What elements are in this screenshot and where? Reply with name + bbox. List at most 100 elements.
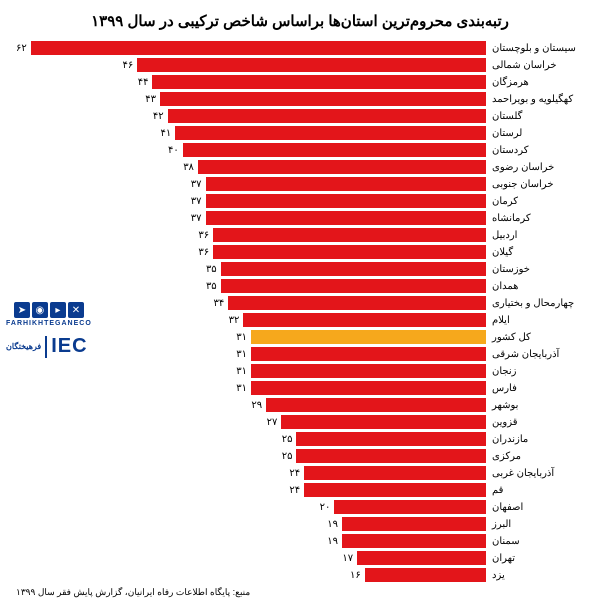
bar-row: فارس۳۱ bbox=[16, 380, 584, 396]
bar-label: کردستان bbox=[486, 145, 584, 156]
bar bbox=[213, 245, 486, 259]
bar bbox=[251, 347, 486, 361]
bar bbox=[334, 500, 486, 514]
bar-value: ۶۲ bbox=[16, 43, 31, 54]
bar-value: ۱۹ bbox=[327, 519, 342, 530]
bar-row: ایلام۳۲ bbox=[16, 312, 584, 328]
bar-cell: ۳۷ bbox=[16, 194, 486, 208]
instagram-icon: ◉ bbox=[32, 302, 48, 318]
bar-row: سیستان و بلوچستان۶۲ bbox=[16, 40, 584, 56]
bar bbox=[228, 296, 486, 310]
bar-row: مازندران۲۵ bbox=[16, 431, 584, 447]
bar-row: البرز ۱۹ bbox=[16, 516, 584, 532]
bar bbox=[221, 279, 486, 293]
bar-cell: ۱۷ bbox=[16, 551, 486, 565]
bar-row: سمنان۱۹ bbox=[16, 533, 584, 549]
bar bbox=[251, 330, 486, 344]
bar-cell: ۲۴ bbox=[16, 466, 486, 480]
bar-value: ۳۷ bbox=[191, 179, 206, 190]
bar-cell: ۱۹ bbox=[16, 517, 486, 531]
bar bbox=[304, 466, 486, 480]
bar-row: هرمزگان۴۴ bbox=[16, 74, 584, 90]
bar-row: کرمان۳۷ bbox=[16, 193, 584, 209]
bar-row: اردبیل۳۶ bbox=[16, 227, 584, 243]
bar-cell: ۳۵ bbox=[16, 262, 486, 276]
bar-value: ۲۴ bbox=[289, 468, 304, 479]
bar-cell: ۲۷ bbox=[16, 415, 486, 429]
bar-cell: ۳۸ bbox=[16, 160, 486, 174]
bar-label: خراسان جنوبی bbox=[486, 179, 584, 190]
bar bbox=[175, 126, 486, 140]
bar-value: ۴۳ bbox=[145, 94, 160, 105]
bar-label: کل کشور bbox=[486, 332, 584, 343]
bar-label: یزد bbox=[486, 570, 584, 581]
bar bbox=[168, 109, 486, 123]
bar-value: ۳۴ bbox=[214, 298, 229, 309]
social-block: ✕ ▸ ◉ ➤ FARHIKHTEGANECO bbox=[6, 302, 92, 327]
social-handle: FARHIKHTEGANECO bbox=[6, 320, 92, 327]
bar-value: ۳۷ bbox=[191, 213, 206, 224]
bar-label: زنجان bbox=[486, 366, 584, 377]
bar-label: همدان bbox=[486, 281, 584, 292]
bar-value: ۲۰ bbox=[320, 502, 335, 513]
bar bbox=[31, 41, 486, 55]
bar-row: قم۲۴ bbox=[16, 482, 584, 498]
bar-value: ۱۹ bbox=[327, 536, 342, 547]
bar bbox=[342, 517, 486, 531]
bar bbox=[251, 381, 486, 395]
bar-value: ۳۸ bbox=[183, 162, 198, 173]
bar-row: یزد ۱۶ bbox=[16, 567, 584, 583]
bar-cell: ۳۱ bbox=[16, 364, 486, 378]
bar-value: ۱۶ bbox=[350, 570, 365, 581]
bar-row: تهران ۱۷ bbox=[16, 550, 584, 566]
bar-row: گلستان۴۲ bbox=[16, 108, 584, 124]
bar-label: گیلان bbox=[486, 247, 584, 258]
bar-cell: ۲۴ bbox=[16, 483, 486, 497]
bar-label: البرز bbox=[486, 519, 584, 530]
bar bbox=[137, 58, 486, 72]
bar-cell: ۳۷ bbox=[16, 211, 486, 225]
bar-value: ۲۷ bbox=[267, 417, 282, 428]
bar-row: قزوین ۲۷ bbox=[16, 414, 584, 430]
bar bbox=[266, 398, 486, 412]
x-icon: ✕ bbox=[68, 302, 84, 318]
bar-cell: ۴۱ bbox=[16, 126, 486, 140]
bar bbox=[243, 313, 486, 327]
bar bbox=[357, 551, 486, 565]
bars-area: سیستان و بلوچستان۶۲خراسان شمالی۴۶هرمزگان… bbox=[16, 40, 584, 583]
bar-cell: ۲۵ bbox=[16, 449, 486, 463]
bar-cell: ۳۶ bbox=[16, 228, 486, 242]
bar-value: ۳۵ bbox=[206, 264, 221, 275]
bar-label: تهران bbox=[486, 553, 584, 564]
bar bbox=[213, 228, 486, 242]
bar-cell: ۴۶ bbox=[16, 58, 486, 72]
bar-row: آذربایجان غربی ۲۴ bbox=[16, 465, 584, 481]
logo-separator bbox=[45, 336, 47, 358]
bar-label: کرمانشاه bbox=[486, 213, 584, 224]
bar-row: زنجان۳۱ bbox=[16, 363, 584, 379]
bar-value: ۳۱ bbox=[236, 383, 251, 394]
bar-value: ۱۷ bbox=[342, 553, 357, 564]
bar bbox=[206, 177, 486, 191]
bar-cell: ۴۴ bbox=[16, 75, 486, 89]
bar-value: ۳۶ bbox=[198, 247, 213, 258]
bar bbox=[304, 483, 486, 497]
bar-cell: ۱۹ bbox=[16, 534, 486, 548]
bar-row: کرمانشاه ۳۷ bbox=[16, 210, 584, 226]
bar-row: گیلان ۳۶ bbox=[16, 244, 584, 260]
bar-row: کل کشور۳۱ bbox=[16, 329, 584, 345]
bar bbox=[296, 449, 486, 463]
bar-cell: ۲۹ bbox=[16, 398, 486, 412]
bar-label: آذربایجان شرقی bbox=[486, 349, 584, 360]
bar-label: خراسان شمالی bbox=[486, 60, 584, 71]
bar-label: هرمزگان bbox=[486, 77, 584, 88]
bar-label: اردبیل bbox=[486, 230, 584, 241]
bar-row: اصفهان۲۰ bbox=[16, 499, 584, 515]
bar-row: خراسان شمالی۴۶ bbox=[16, 57, 584, 73]
bar-label: آذربایجان غربی bbox=[486, 468, 584, 479]
bar bbox=[281, 415, 486, 429]
bar-label: قزوین bbox=[486, 417, 584, 428]
bar-row: کردستان۴۰ bbox=[16, 142, 584, 158]
bar-row: کهگیلویه و بویراحمد۴۳ bbox=[16, 91, 584, 107]
logo-iec-text: IEC bbox=[51, 335, 87, 358]
